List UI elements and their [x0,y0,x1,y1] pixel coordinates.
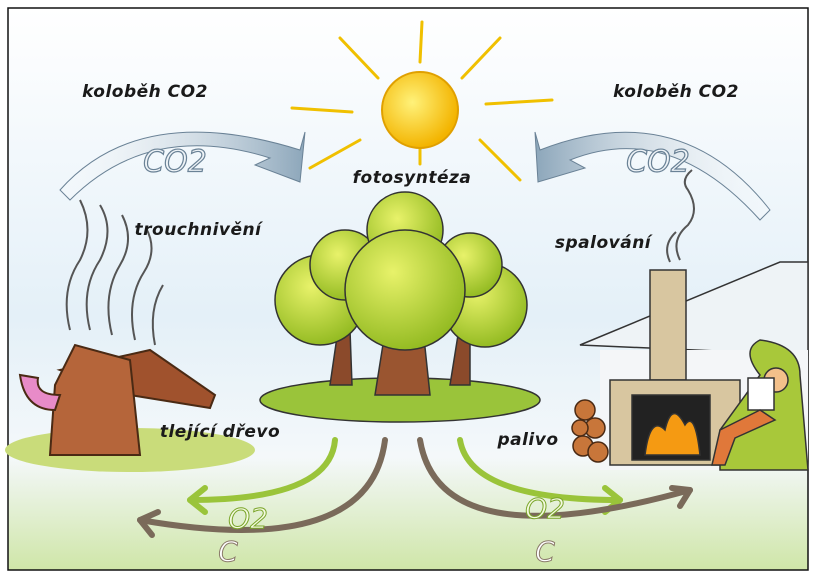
o2-label: O2 [228,502,268,535]
o2-label: O2 [525,492,565,525]
decay-label: trouchnivění [135,220,264,240]
cycle-label: koloběh CO2 [82,82,208,102]
c-label: C [535,535,555,568]
photosynthesis-label: fotosyntéza [353,168,472,188]
cycle-label: koloběh CO2 [613,82,739,102]
burning-label: spalování [555,233,653,253]
c-label: C [218,535,238,568]
carbon-cycle-illustration: koloběh CO2 koloběh CO2 CO2 CO2 fotosynt… [0,0,816,578]
co2-label: CO2 [143,145,207,180]
fuel-label: palivo [496,430,558,450]
rotting-wood-label: tlející dřevo [160,422,280,442]
co2-label: CO2 [626,145,690,180]
